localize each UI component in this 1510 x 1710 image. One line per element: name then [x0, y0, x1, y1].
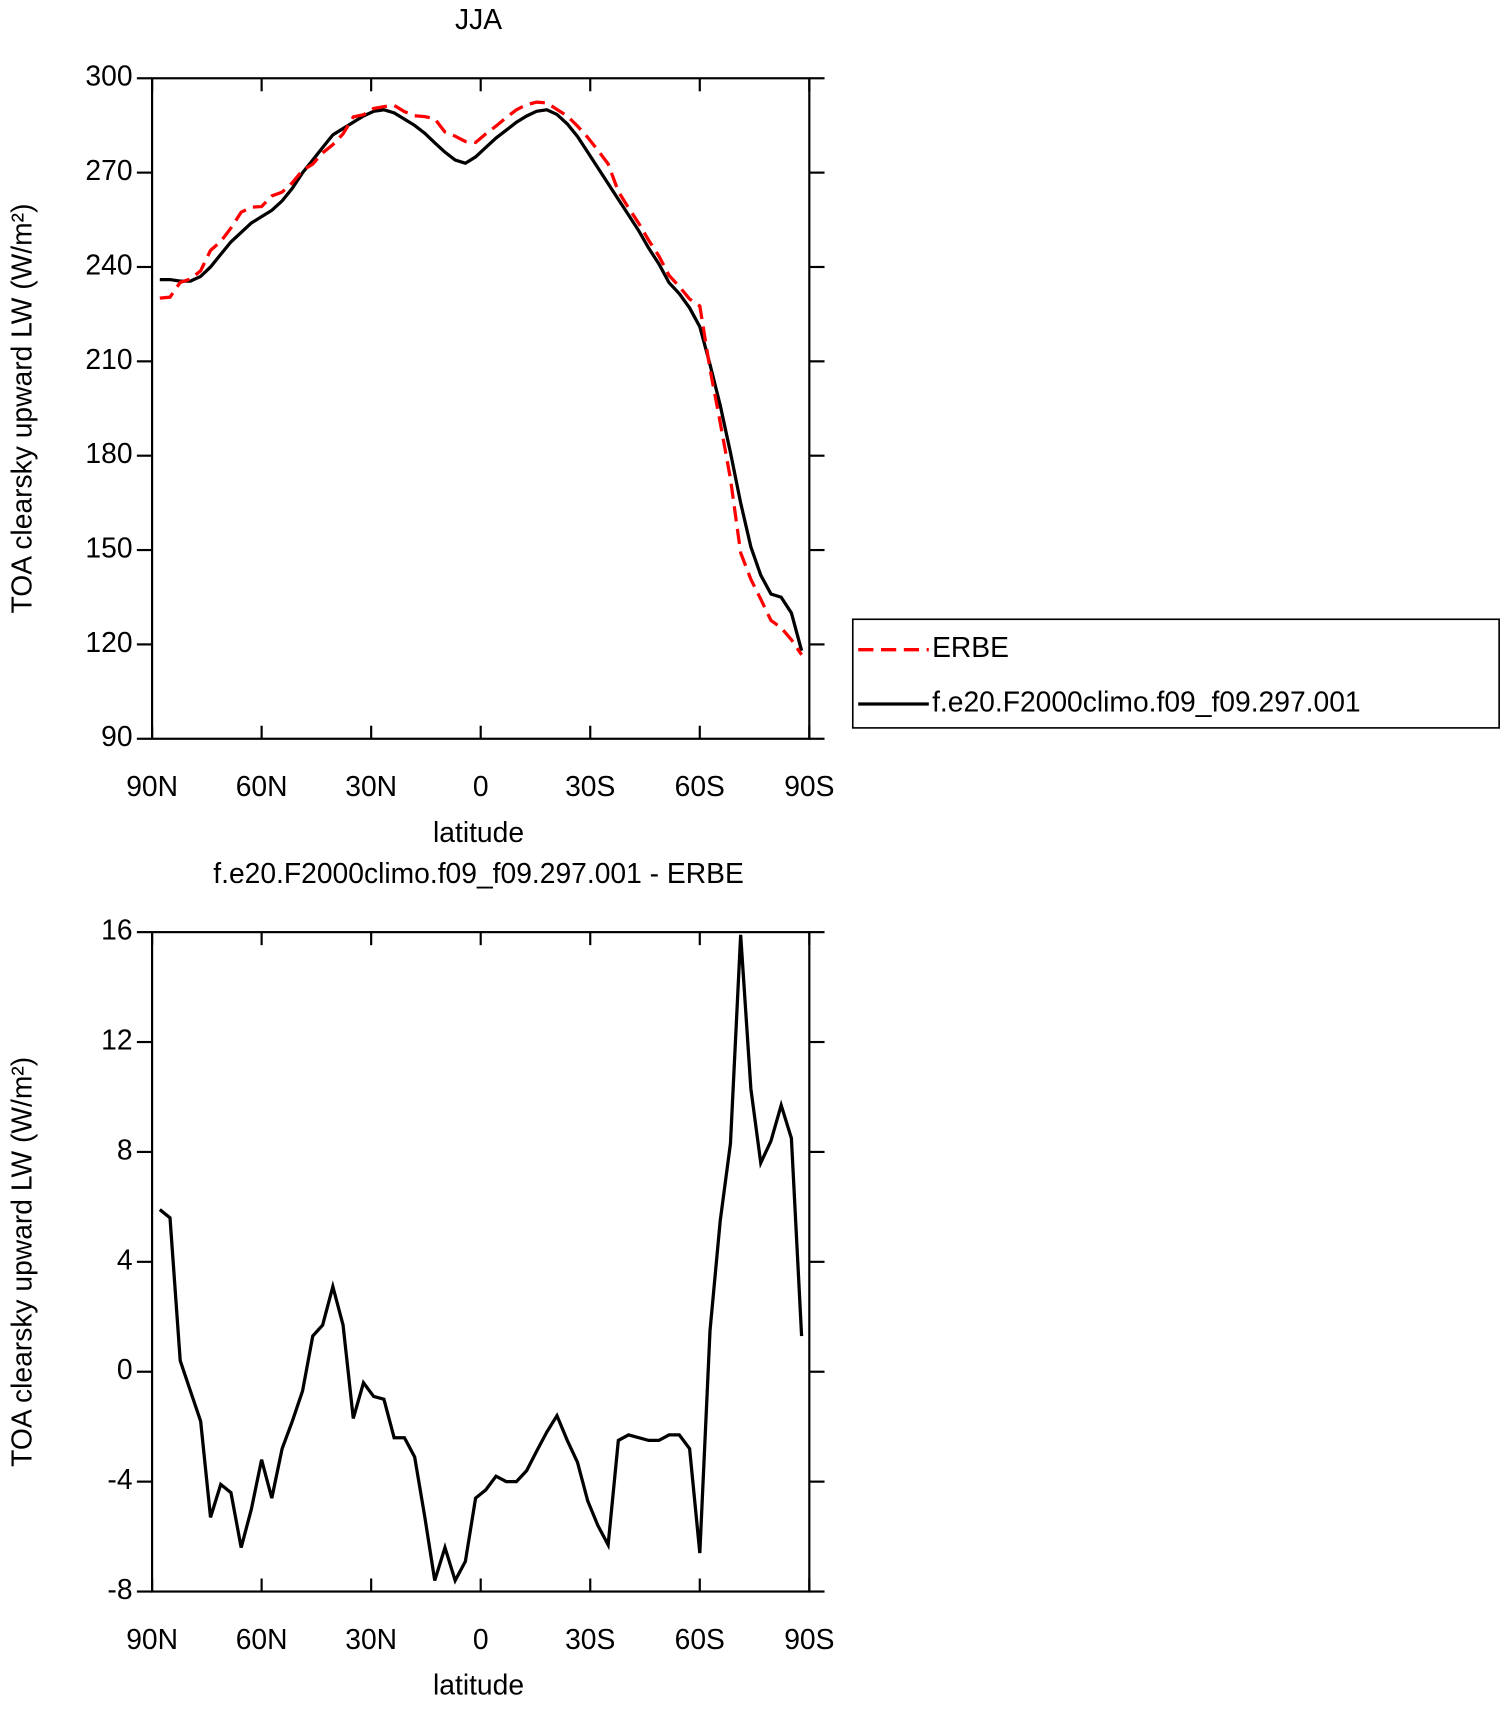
x-tick-label: 30S — [565, 1623, 615, 1655]
y-tick-label: 8 — [117, 1133, 133, 1165]
y-tick-label: 240 — [85, 248, 132, 280]
x-tick-label: 60N — [236, 770, 288, 802]
x-axis-label: latitude — [433, 1669, 524, 1701]
data-line — [159, 108, 804, 652]
x-tick-label: 60N — [236, 1623, 288, 1655]
legend-label: ERBE — [932, 631, 1009, 663]
y-axis-label: TOA clearsky upward LW (W/m²) — [5, 204, 37, 614]
x-tick-label: 90N — [126, 770, 178, 802]
y-tick-label: 0 — [117, 1353, 133, 1385]
y-tick-label: 300 — [85, 60, 132, 92]
x-tick-label: 30S — [565, 770, 615, 802]
y-tick-label: 180 — [85, 437, 132, 469]
y-tick-label: 12 — [101, 1023, 132, 1055]
x-tick-label: 60S — [675, 1623, 725, 1655]
y-tick-label: 210 — [85, 343, 132, 375]
x-tick-label: 30N — [345, 770, 397, 802]
data-line — [159, 100, 803, 656]
plot-frame — [151, 77, 811, 740]
chart-title: f.e20.F2000climo.f09_f09.297.001 - ERBE — [213, 857, 744, 889]
y-axis-label: TOA clearsky upward LW (W/m²) — [5, 1057, 37, 1467]
x-tick-label: 90S — [784, 1623, 834, 1655]
y-tick-label: 4 — [117, 1243, 133, 1275]
x-axis-label: latitude — [433, 816, 524, 848]
x-tick-label: 90N — [126, 1623, 178, 1655]
x-tick-label: 90S — [784, 770, 834, 802]
legend-label: f.e20.F2000climo.f09_f09.297.001 — [932, 685, 1361, 717]
y-tick-label: 270 — [85, 154, 132, 186]
y-tick-label: 90 — [101, 720, 132, 752]
data-line — [158, 934, 804, 1585]
x-tick-label: 30N — [345, 1623, 397, 1655]
x-tick-label: 60S — [675, 770, 725, 802]
y-tick-label: -4 — [107, 1463, 132, 1495]
y-tick-label: 150 — [85, 532, 132, 564]
y-tick-label: -8 — [107, 1573, 132, 1605]
x-tick-label: 0 — [473, 1623, 489, 1655]
x-tick-label: 0 — [473, 770, 489, 802]
chart-title: JJA — [455, 3, 502, 35]
y-tick-label: 16 — [101, 914, 132, 946]
legend-box — [851, 618, 1500, 729]
y-tick-label: 120 — [85, 626, 132, 658]
